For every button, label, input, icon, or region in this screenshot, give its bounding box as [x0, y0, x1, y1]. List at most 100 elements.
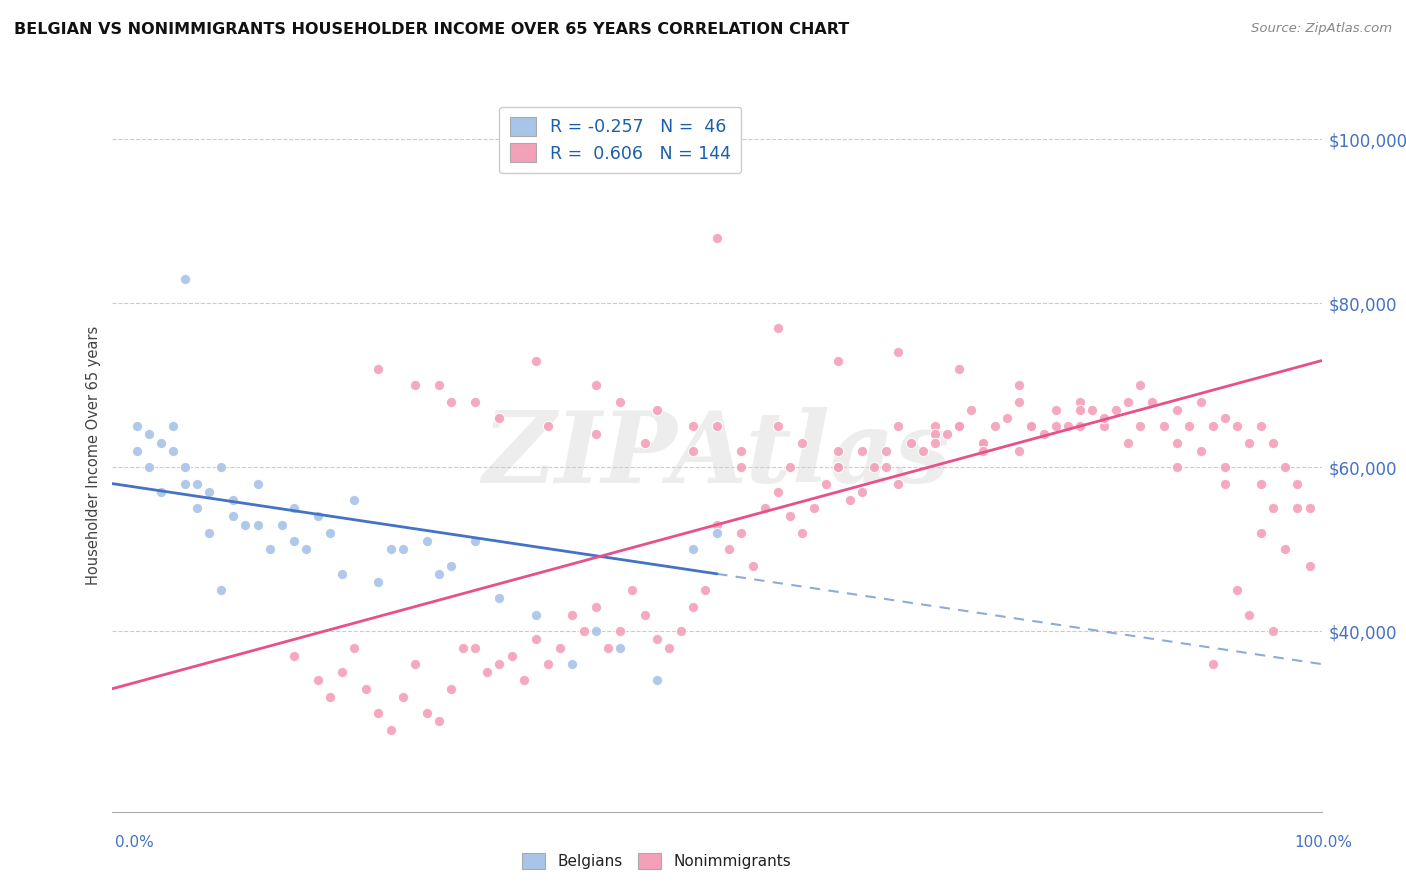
Point: [440, 681, 463, 696]
Text: 0.0%: 0.0%: [115, 836, 155, 850]
Point: [887, 345, 910, 359]
Point: [125, 443, 148, 458]
Point: [1237, 607, 1260, 622]
Point: [706, 230, 728, 244]
Point: [827, 460, 849, 475]
Legend: Belgians, Nonimmigrants: Belgians, Nonimmigrants: [516, 847, 797, 875]
Point: [900, 435, 922, 450]
Point: [633, 435, 655, 450]
Point: [682, 419, 704, 434]
Point: [537, 419, 560, 434]
Point: [501, 648, 523, 663]
Point: [706, 517, 728, 532]
Point: [319, 690, 342, 704]
Point: [730, 460, 752, 475]
Point: [621, 583, 644, 598]
Point: [1263, 501, 1285, 516]
Point: [1069, 402, 1091, 417]
Point: [924, 435, 946, 450]
Point: [585, 427, 607, 442]
Point: [827, 443, 849, 458]
Point: [790, 435, 813, 450]
Point: [270, 517, 292, 532]
Point: [1298, 501, 1320, 516]
Text: Source: ZipAtlas.com: Source: ZipAtlas.com: [1251, 22, 1392, 36]
Point: [995, 411, 1018, 425]
Point: [259, 542, 281, 557]
Point: [427, 714, 450, 729]
Point: [875, 460, 897, 475]
Point: [1153, 419, 1175, 434]
Point: [924, 427, 946, 442]
Point: [1213, 460, 1236, 475]
Point: [1202, 657, 1225, 671]
Point: [319, 525, 342, 540]
Point: [1116, 435, 1139, 450]
Point: [1237, 435, 1260, 450]
Point: [524, 353, 547, 368]
Point: [609, 624, 631, 639]
Point: [1274, 542, 1296, 557]
Point: [524, 607, 547, 622]
Point: [766, 320, 789, 334]
Point: [1116, 394, 1139, 409]
Point: [1298, 558, 1320, 573]
Point: [730, 443, 752, 458]
Point: [827, 460, 849, 475]
Point: [330, 566, 353, 581]
Point: [1250, 525, 1272, 540]
Point: [1250, 476, 1272, 491]
Point: [512, 673, 534, 688]
Point: [149, 435, 172, 450]
Point: [779, 509, 801, 524]
Point: [404, 657, 426, 671]
Point: [948, 419, 970, 434]
Text: BELGIAN VS NONIMMIGRANTS HOUSEHOLDER INCOME OVER 65 YEARS CORRELATION CHART: BELGIAN VS NONIMMIGRANTS HOUSEHOLDER INC…: [14, 22, 849, 37]
Point: [1202, 419, 1225, 434]
Point: [488, 411, 510, 425]
Point: [380, 542, 402, 557]
Point: [875, 443, 897, 458]
Point: [766, 419, 789, 434]
Point: [1008, 443, 1031, 458]
Point: [645, 632, 668, 647]
Point: [730, 525, 752, 540]
Text: 100.0%: 100.0%: [1295, 836, 1353, 850]
Point: [440, 394, 463, 409]
Point: [609, 640, 631, 655]
Point: [174, 460, 197, 475]
Point: [367, 361, 389, 376]
Point: [1142, 394, 1164, 409]
Point: [464, 640, 486, 655]
Point: [1166, 435, 1188, 450]
Point: [488, 591, 510, 606]
Point: [367, 706, 389, 721]
Point: [742, 558, 765, 573]
Point: [222, 493, 245, 508]
Point: [1056, 419, 1078, 434]
Point: [1250, 419, 1272, 434]
Point: [911, 443, 934, 458]
Point: [863, 460, 886, 475]
Point: [307, 673, 329, 688]
Point: [222, 509, 245, 524]
Point: [125, 419, 148, 434]
Point: [1286, 501, 1309, 516]
Point: [451, 640, 474, 655]
Point: [380, 723, 402, 737]
Point: [598, 640, 620, 655]
Point: [790, 525, 813, 540]
Point: [887, 419, 910, 434]
Point: [138, 427, 160, 442]
Point: [718, 542, 741, 557]
Point: [1263, 624, 1285, 639]
Point: [162, 443, 184, 458]
Point: [1213, 476, 1236, 491]
Point: [1129, 378, 1152, 392]
Point: [1286, 476, 1309, 491]
Point: [464, 394, 486, 409]
Point: [1008, 394, 1031, 409]
Point: [585, 378, 607, 392]
Point: [440, 558, 463, 573]
Point: [935, 427, 957, 442]
